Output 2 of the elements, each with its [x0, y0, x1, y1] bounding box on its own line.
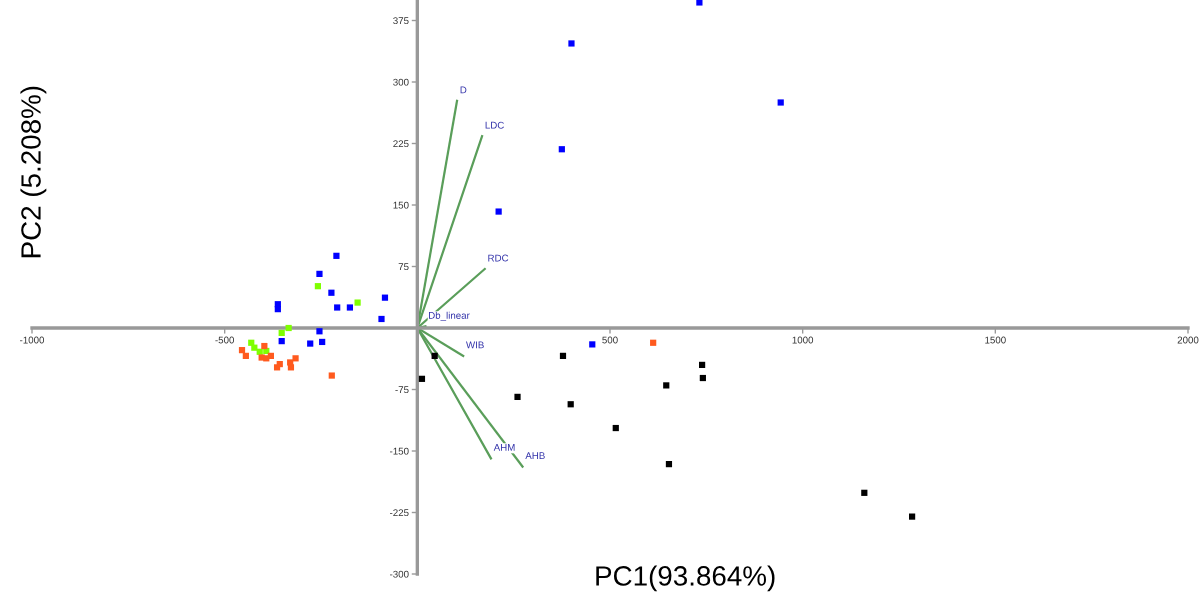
- x-axis-title: PC1(93.864%): [596, 565, 775, 592]
- y-axis-title: PC2 (5.208%): [20, 86, 47, 258]
